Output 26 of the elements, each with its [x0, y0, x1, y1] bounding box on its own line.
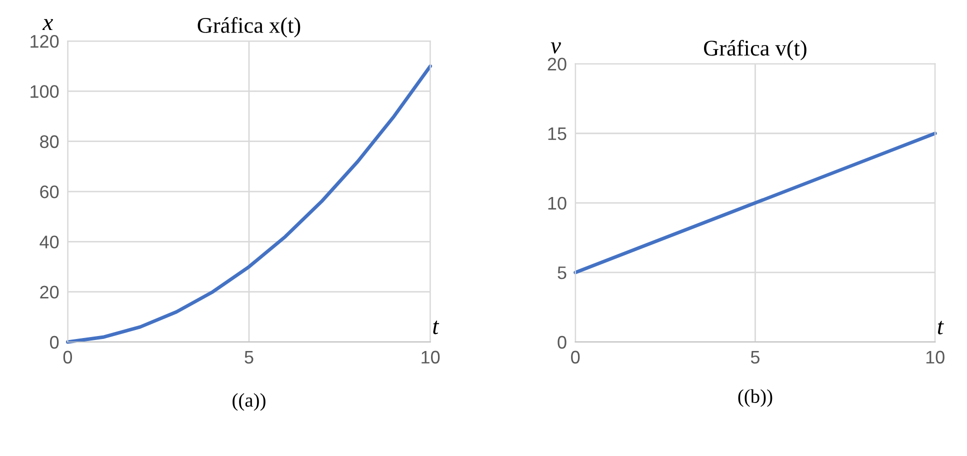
y-tick-label: 20 — [548, 58, 566, 71]
y-tick-label: 0 — [50, 336, 59, 349]
x-tick-label: 0 — [63, 350, 72, 364]
y-tick-label: 20 — [40, 286, 59, 299]
x-tick-label: 0 — [571, 350, 580, 364]
y-tick-label: 60 — [40, 185, 59, 198]
chart-title: Gráfica x(t) — [198, 17, 300, 38]
y-tick-label: 5 — [558, 266, 566, 280]
x-tick-label: 5 — [244, 350, 254, 364]
y-tick-label: 40 — [40, 236, 59, 248]
text: ((a)) — [232, 393, 266, 411]
text: ((b)) — [738, 389, 772, 407]
y-tick-label: 100 — [30, 85, 59, 98]
y-axis-title: x — [42, 19, 54, 30]
y-axis-title: v — [550, 42, 561, 54]
y-tick-label: 80 — [40, 135, 59, 148]
y-tick-label: 0 — [558, 336, 566, 349]
x-axis-title: t — [938, 320, 944, 334]
y-tick-label: 10 — [548, 196, 566, 210]
y-tick-label: 120 — [30, 34, 59, 48]
y-tick-label: 15 — [548, 128, 566, 140]
x-tick-label: 10 — [926, 350, 944, 364]
chart-title: Gráfica v(t) — [704, 40, 806, 60]
x-tick-label: 10 — [422, 350, 440, 364]
x-axis-title: t — [433, 320, 440, 334]
x-tick-label: 5 — [750, 350, 760, 364]
